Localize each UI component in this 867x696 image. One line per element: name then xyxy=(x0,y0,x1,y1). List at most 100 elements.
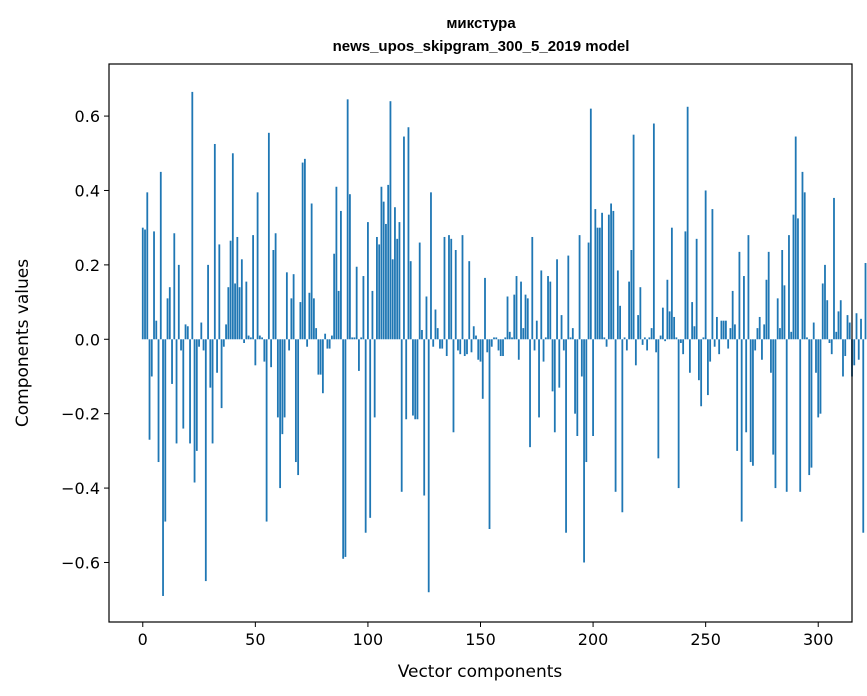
bar xyxy=(837,311,840,340)
bar xyxy=(797,218,799,340)
bar xyxy=(265,339,268,522)
bar xyxy=(585,339,588,463)
bar xyxy=(524,294,527,340)
bar xyxy=(198,339,200,347)
bar xyxy=(661,307,664,340)
bar xyxy=(842,339,844,377)
bar xyxy=(159,171,162,340)
bar xyxy=(213,143,216,340)
bar xyxy=(403,136,405,340)
bar xyxy=(299,302,302,340)
bar xyxy=(211,339,214,444)
y-tick-label: 0.4 xyxy=(75,181,100,200)
bar xyxy=(486,339,489,353)
bar xyxy=(810,339,813,468)
bar xyxy=(538,339,540,418)
bar xyxy=(612,210,615,340)
bar xyxy=(684,231,687,340)
bar xyxy=(258,335,261,340)
bar xyxy=(376,236,378,340)
bar xyxy=(276,339,279,418)
bar xyxy=(799,339,802,492)
bar xyxy=(285,272,288,340)
bar xyxy=(650,328,653,340)
bar xyxy=(830,339,833,355)
bar xyxy=(808,339,811,476)
bar xyxy=(565,339,567,533)
bar xyxy=(562,339,565,351)
bar xyxy=(542,339,545,362)
bar xyxy=(243,339,245,343)
bar xyxy=(707,339,709,396)
bar xyxy=(783,285,786,340)
y-tick-label: −0.2 xyxy=(61,405,100,424)
bar xyxy=(792,214,795,340)
bar xyxy=(511,337,513,340)
bar xyxy=(553,339,556,433)
bar xyxy=(423,339,426,496)
bar xyxy=(373,339,376,418)
x-axis-label: Vector components xyxy=(398,662,563,682)
bar xyxy=(493,337,495,340)
bar xyxy=(292,274,295,340)
bar xyxy=(819,339,822,414)
bar xyxy=(141,227,144,340)
bar xyxy=(254,339,257,366)
bar xyxy=(664,339,667,342)
bar xyxy=(229,240,232,340)
bar xyxy=(790,331,793,340)
bar xyxy=(580,339,583,377)
bar xyxy=(594,209,597,340)
bar xyxy=(788,235,790,340)
bar xyxy=(774,339,777,489)
bar xyxy=(670,227,673,340)
bar xyxy=(747,235,750,340)
bar xyxy=(603,337,606,340)
bar xyxy=(448,235,450,340)
bar xyxy=(340,210,342,340)
bar xyxy=(520,281,522,340)
bar xyxy=(186,326,189,340)
bar xyxy=(488,339,491,529)
bar xyxy=(513,294,516,340)
bar xyxy=(765,279,768,340)
bar xyxy=(328,339,331,349)
bar xyxy=(216,339,218,373)
bar xyxy=(394,207,396,340)
bar xyxy=(240,259,243,340)
bar xyxy=(756,328,759,340)
bar xyxy=(860,318,862,340)
bar xyxy=(727,339,730,349)
bar xyxy=(569,337,572,340)
bar xyxy=(367,222,369,340)
bar xyxy=(326,339,329,349)
bar xyxy=(324,333,327,340)
bar xyxy=(490,339,493,347)
bar xyxy=(691,302,694,340)
bar xyxy=(560,315,563,340)
bar xyxy=(547,276,549,340)
bar xyxy=(445,339,448,357)
bar xyxy=(434,309,437,340)
bar xyxy=(297,339,300,476)
bar xyxy=(596,227,599,340)
bar xyxy=(279,339,282,489)
bar xyxy=(718,339,721,355)
bar xyxy=(351,337,354,340)
bar xyxy=(180,339,182,351)
bar xyxy=(592,339,594,436)
bar xyxy=(450,238,453,340)
chart-subtitle: news_upos_skipgram_300_5_2019 model xyxy=(333,38,630,55)
bar xyxy=(720,320,723,340)
bar xyxy=(763,324,766,340)
bar xyxy=(321,339,324,394)
bar xyxy=(677,339,680,489)
bar xyxy=(686,106,689,340)
x-tick-label: 50 xyxy=(245,630,265,649)
bar xyxy=(589,108,592,340)
bar xyxy=(481,339,484,399)
bar xyxy=(803,192,806,340)
bar xyxy=(853,339,856,366)
bar xyxy=(725,320,727,340)
